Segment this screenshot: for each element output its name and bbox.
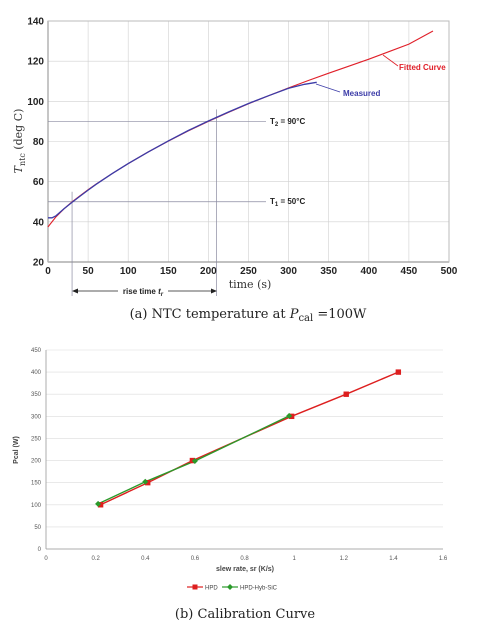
ntc-x-tick-label: 450 [401, 266, 418, 277]
rise-time-label-bg [118, 284, 168, 296]
measured-label: Measured [343, 89, 380, 98]
calibration-y-tick-label: 150 [31, 481, 42, 487]
hpd-hyb-sic-point [95, 500, 102, 507]
calibration-x-tick-labels: 0 0.2 0.4 0.6 0.8 1 1.2 1.4 1.6 [44, 556, 448, 562]
measured-callout-line [315, 83, 341, 93]
ntc-y-tick-label: 120 [27, 57, 44, 68]
ntc-x-tick-label: 350 [320, 266, 337, 277]
ntc-y-tick-labels: 20 40 60 80 100 120 140 [27, 17, 44, 269]
ntc-x-tick-label: 500 [441, 266, 458, 277]
calibration-x-tick-label: 0.8 [240, 556, 249, 562]
ntc-x-tick-label: 400 [360, 266, 377, 277]
ntc-x-tick-labels: 0 50 100 150 200 250 300 350 400 450 500 [45, 266, 458, 277]
ntc-x-tick-label: 50 [83, 266, 95, 277]
hpd-point [145, 479, 151, 486]
hpd-point [343, 391, 349, 397]
ntc-x-axis-label: time (s) [229, 278, 272, 291]
calibration-x-tick-label: 0 [44, 556, 48, 562]
calibration-x-tick-label: 1.6 [439, 556, 448, 562]
rise-time-arrowhead-right [211, 288, 217, 294]
calibration-y-tick-label: 300 [31, 414, 42, 420]
ntc-y-tick-label: 140 [27, 17, 44, 28]
ntc-x-tick-label: 200 [200, 266, 217, 277]
ntc-x-tick-label: 250 [240, 266, 257, 277]
hpd-hyb-sic-point [191, 457, 198, 464]
rise-time-arrowhead-left [72, 288, 78, 294]
calibration-grid [45, 349, 443, 550]
t2-label: T2 = 90°C [270, 117, 305, 128]
ntc-x-tick-label: 100 [120, 266, 137, 277]
calibration-x-tick-label: 1 [292, 556, 296, 562]
ntc-guide-lines [48, 109, 266, 296]
fitted-callout-line [382, 54, 399, 67]
legend-hpd-marker [192, 584, 198, 590]
fitted-curve-label: Fitted Curve [399, 63, 446, 72]
ntc-x-tick-label: 300 [280, 266, 297, 277]
calibration-y-tick-label: 50 [34, 525, 41, 531]
hpd-hyb-sic-point [142, 478, 149, 485]
t1-label: T1 = 50°C [270, 197, 305, 208]
legend-hybsic-marker [227, 584, 233, 590]
ntc-y-tick-label: 20 [33, 258, 45, 269]
legend-hpd-label: HPD [205, 586, 218, 592]
ntc-y-axis-label: Tntc (deg C) [12, 109, 27, 174]
hpd-point [395, 369, 402, 375]
ntc-y-tick-label: 40 [33, 217, 45, 228]
calibration-x-tick-label: 0.2 [91, 556, 100, 562]
ntc-y-tick-label: 80 [33, 137, 45, 148]
calibration-x-tick-label: 0.6 [191, 556, 200, 562]
legend-hybsic-label: HPD-Hyb-SiC [240, 586, 278, 592]
ntc-x-tick-label: 0 [45, 266, 51, 277]
hpd-hyb-sic-point [286, 412, 293, 419]
ntc-plot-frame [47, 20, 450, 263]
calibration-y-tick-label: 400 [31, 370, 42, 376]
calibration-x-axis-label: slew rate, sr (K/s) [216, 566, 274, 573]
fitted-curve-line [47, 30, 434, 228]
calibration-y-tick-label: 200 [31, 459, 42, 465]
hpd-point [97, 502, 104, 508]
ntc-x-tick-label: 150 [160, 266, 177, 277]
ntc-grid [47, 20, 450, 263]
ntc-y-tick-label: 60 [33, 177, 45, 188]
legend-item-hpd: HPD [187, 584, 218, 592]
ntc-series [47, 30, 434, 228]
calibration-y-tick-labels: 0 50 100 150 200 250 300 350 400 450 [31, 348, 42, 553]
legend-item-hpd-hyb-sic: HPD-Hyb-SiC [222, 584, 278, 592]
rise-time-label: rise time tr [123, 287, 164, 298]
calibration-x-tick-label: 1.2 [340, 556, 349, 562]
calibration-chart: 0 0.2 0.4 0.6 0.8 1 1.2 1.4 1.6 0 50 100 150 200 250 3… [13, 348, 448, 622]
calibration-y-axis-label: Pcal (W) [13, 436, 20, 464]
calibration-legend: HPD HPD-Hyb-SiC [187, 584, 278, 592]
hpd-hyb-sic-line [97, 415, 290, 505]
ntc-caption: (a) NTC temperature at Pcal =100W [130, 307, 367, 324]
calibration-y-tick-label: 0 [38, 547, 42, 553]
ntc-y-tick-label: 100 [27, 97, 44, 108]
calibration-y-tick-label: 350 [31, 392, 42, 398]
calibration-y-tick-label: 250 [31, 436, 42, 442]
ntc-temperature-chart: 0 50 100 150 200 250 300 350 400 450 500 20 40 60 80 1… [12, 17, 458, 325]
calibration-y-tick-label: 450 [31, 348, 42, 354]
calibration-x-tick-label: 1.4 [389, 556, 398, 562]
calibration-series [95, 369, 402, 508]
calibration-y-tick-label: 100 [31, 503, 42, 509]
calibration-x-tick-label: 0.4 [141, 556, 150, 562]
calibration-caption: (b) Calibration Curve [175, 607, 315, 622]
measured-curve-line [48, 81, 317, 219]
